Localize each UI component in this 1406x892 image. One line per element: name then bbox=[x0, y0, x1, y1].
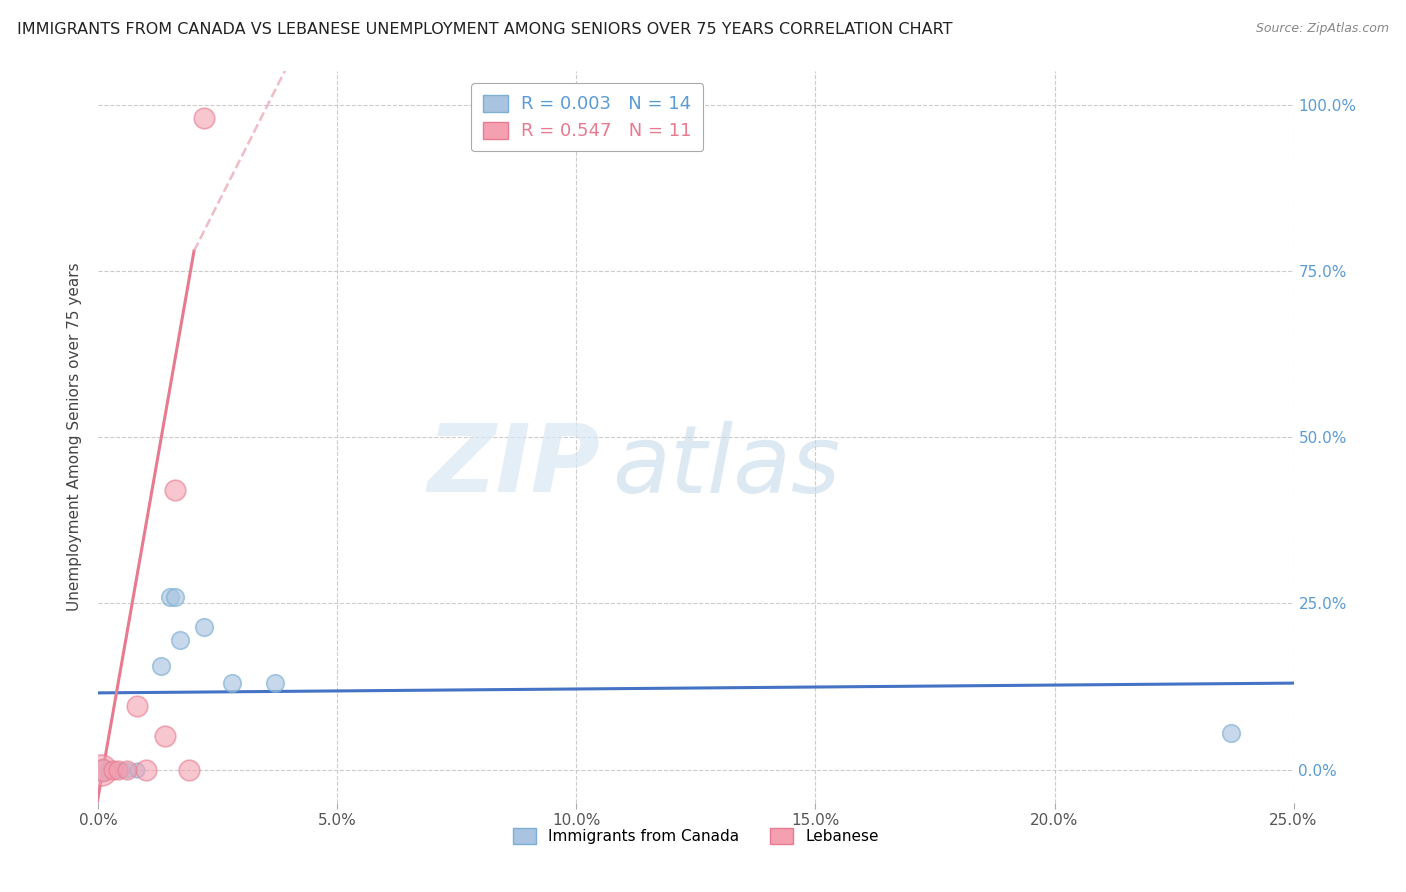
Point bbox=[155, 729, 177, 743]
Point bbox=[115, 763, 138, 777]
Text: atlas: atlas bbox=[613, 421, 841, 512]
Point bbox=[91, 763, 114, 777]
Point bbox=[163, 590, 186, 604]
Point bbox=[193, 619, 215, 633]
Point bbox=[193, 111, 215, 125]
Point bbox=[115, 763, 138, 777]
Point bbox=[107, 763, 129, 777]
Point bbox=[107, 763, 129, 777]
Point bbox=[149, 659, 172, 673]
Point bbox=[221, 676, 243, 690]
Text: ZIP: ZIP bbox=[427, 420, 600, 512]
Point bbox=[90, 763, 112, 777]
Text: Source: ZipAtlas.com: Source: ZipAtlas.com bbox=[1256, 22, 1389, 36]
Point bbox=[91, 763, 114, 777]
Point bbox=[163, 483, 186, 498]
Point bbox=[179, 763, 201, 777]
Point bbox=[135, 763, 157, 777]
Point bbox=[111, 763, 134, 777]
Point bbox=[169, 632, 191, 647]
Point bbox=[159, 590, 181, 604]
Point bbox=[1220, 726, 1243, 740]
Text: IMMIGRANTS FROM CANADA VS LEBANESE UNEMPLOYMENT AMONG SENIORS OVER 75 YEARS CORR: IMMIGRANTS FROM CANADA VS LEBANESE UNEMP… bbox=[17, 22, 952, 37]
Point bbox=[101, 763, 124, 777]
Y-axis label: Unemployment Among Seniors over 75 years: Unemployment Among Seniors over 75 years bbox=[67, 263, 83, 611]
Point bbox=[264, 676, 287, 690]
Legend: Immigrants from Canada, Lebanese: Immigrants from Canada, Lebanese bbox=[508, 822, 884, 850]
Point bbox=[125, 699, 148, 714]
Point bbox=[97, 763, 120, 777]
Point bbox=[125, 763, 148, 777]
